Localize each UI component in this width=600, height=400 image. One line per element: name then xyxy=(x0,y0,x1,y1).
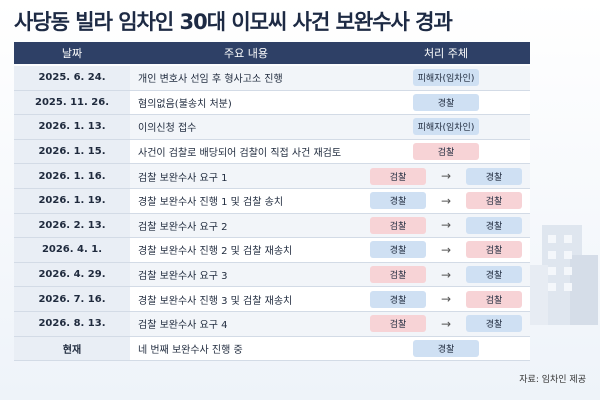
date-cell: 2026. 1. 19. xyxy=(14,189,130,214)
actor-badge: 경찰 xyxy=(370,241,426,259)
content-cell: 네 번째 보완수사 진행 중 xyxy=(130,336,362,362)
actor-cell: 경찰 → 검찰 xyxy=(362,189,530,214)
actor-cell: 검찰 xyxy=(362,139,530,165)
title: 사당동 빌라 임차인 30대 이모씨 사건 보완수사 경과 xyxy=(14,10,453,34)
actor-badge: 검찰 xyxy=(466,241,522,259)
content-cell: 이의신청 접수 xyxy=(130,115,362,140)
actor-badge: 경찰 xyxy=(466,167,522,185)
actor-cell: 피해자(임차인) xyxy=(362,115,530,140)
arrow: → xyxy=(440,218,452,233)
actor-badge: 검찰 xyxy=(370,266,426,284)
content-cell: 경찰 보완수사 진행 1 및 검찰 송치 xyxy=(130,189,362,214)
arrow: → xyxy=(440,242,452,257)
header-cell: 주요 내용 xyxy=(130,42,362,64)
actor-cell: 경찰 xyxy=(362,90,530,116)
arrow: → xyxy=(440,267,452,282)
date-cell: 2026. 1. 15. xyxy=(14,139,130,165)
actor-badge: 검찰 xyxy=(370,167,426,185)
header-cell: 날짜 xyxy=(14,42,130,64)
actor-cell: 검찰 → 경찰 xyxy=(362,262,530,288)
actor-badge: 경찰 xyxy=(370,290,426,308)
date-cell: 2026. 8. 13. xyxy=(14,312,130,337)
date-cell: 현재 xyxy=(14,336,130,362)
actor-cell: 검찰 → 경찰 xyxy=(362,312,530,337)
actor-badge: 검찰 xyxy=(466,290,522,308)
actor-cell: 경찰 xyxy=(362,336,530,362)
actor-cell: 검찰 → 경찰 xyxy=(362,213,530,239)
content-cell: 검찰 보완수사 요구 4 xyxy=(130,312,362,337)
content-cell: 혐의없음(불송치 처분) xyxy=(130,90,362,116)
content-cell: 경찰 보완수사 진행 3 및 검찰 재송치 xyxy=(130,287,362,312)
date-cell: 2026. 4. 29. xyxy=(14,262,130,288)
actor-badge: 경찰 xyxy=(413,93,479,111)
arrow: → xyxy=(440,292,452,307)
content-cell: 경찰 보완수사 진행 2 및 검찰 재송치 xyxy=(130,238,362,263)
building-illustration xyxy=(528,225,598,325)
actor-badge: 경찰 xyxy=(370,192,426,210)
actor-badge: 경찰 xyxy=(466,216,522,234)
actor-badge: 경찰 xyxy=(466,266,522,284)
actor-badge: 검찰 xyxy=(370,315,426,333)
arrow: → xyxy=(440,169,452,184)
actor-badge: 경찰 xyxy=(413,339,479,357)
actor-badge: 검찰 xyxy=(370,216,426,234)
actor-badge: 경찰 xyxy=(466,315,522,333)
date-cell: 2026. 1. 16. xyxy=(14,164,130,189)
actor-badge: 검찰 xyxy=(466,192,522,210)
date-cell: 2025. 11. 26. xyxy=(14,90,130,116)
actor-badge: 검찰 xyxy=(413,143,479,161)
content-cell: 검찰 보완수사 요구 2 xyxy=(130,213,362,239)
date-cell: 2025. 6. 24. xyxy=(14,66,130,91)
arrow: → xyxy=(440,316,452,331)
source: 자료: 임차인 제공 xyxy=(519,375,586,385)
content-cell: 검찰 보완수사 요구 3 xyxy=(130,262,362,288)
actor-badge: 피해자(임차인) xyxy=(413,69,479,87)
content-cell: 개인 변호사 선임 후 형사고소 진행 xyxy=(130,66,362,91)
header-cell: 처리 주체 xyxy=(362,42,530,64)
actor-cell: 경찰 → 검찰 xyxy=(362,238,530,263)
date-cell: 2026. 7. 16. xyxy=(14,287,130,312)
actor-cell: 검찰 → 경찰 xyxy=(362,164,530,189)
date-cell: 2026. 1. 13. xyxy=(14,115,130,140)
date-cell: 2026. 2. 13. xyxy=(14,213,130,239)
content-cell: 사건이 검찰로 배당되어 검찰이 직접 사건 재검토 xyxy=(130,139,362,165)
content-cell: 검찰 보완수사 요구 1 xyxy=(130,164,362,189)
arrow: → xyxy=(440,193,452,208)
actor-cell: 피해자(임차인) xyxy=(362,66,530,91)
date-cell: 2026. 4. 1. xyxy=(14,238,130,263)
actor-cell: 경찰 → 검찰 xyxy=(362,287,530,312)
actor-badge: 피해자(임차인) xyxy=(413,118,479,136)
